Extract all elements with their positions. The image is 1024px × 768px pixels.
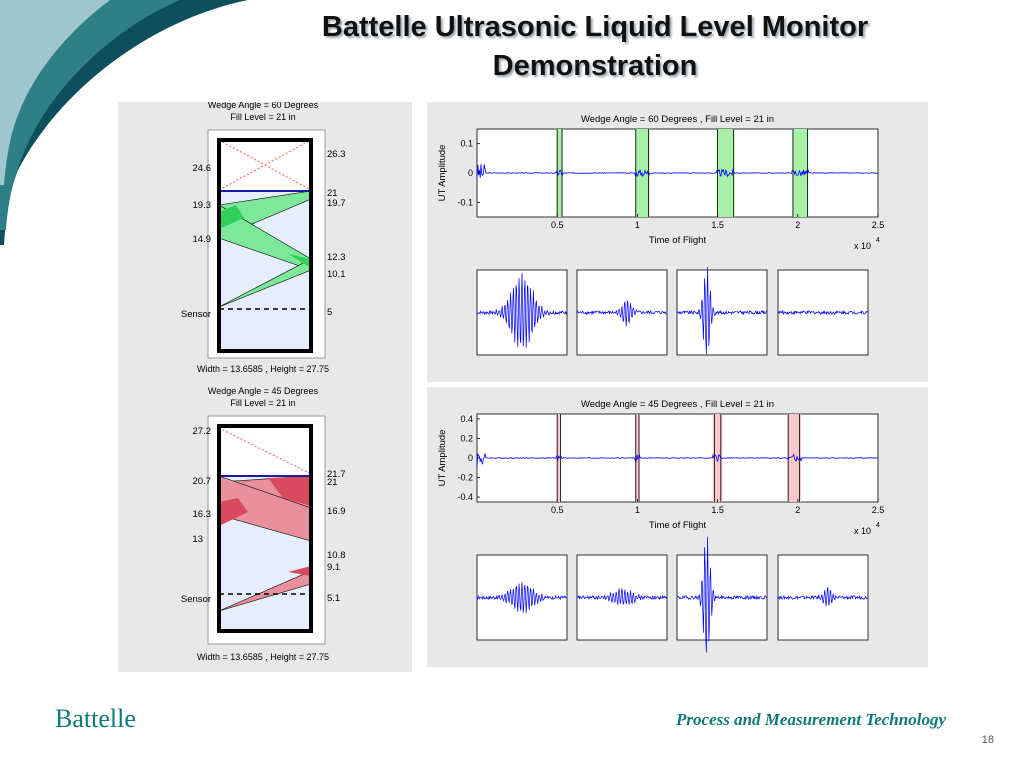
gate-window (556, 414, 562, 502)
left-label: 20.7 (193, 476, 212, 487)
ut-chart-panel-60: 0.5 1 1.5 2 2.5 0.1 0 -0.1 Wedge Angle = 60 Degr… (427, 102, 928, 382)
right-label: 16.9 (327, 506, 346, 517)
y-axis-label: UT Amplitude (437, 430, 448, 487)
x-tick-label: 1 (635, 505, 640, 515)
y-axis-label: UT Amplitude (437, 145, 448, 202)
left-label: 19.3 (193, 200, 212, 211)
y-tick-label: 0.2 (460, 433, 473, 443)
diagram-fill-level: Fill Level = 21 in (230, 398, 295, 408)
x-axis-label: Time of Flight (649, 235, 707, 246)
right-label: 10.1 (327, 269, 346, 280)
x-exponent: 4 (876, 522, 880, 529)
x-multiplier: x 10 (854, 241, 871, 251)
right-label: 26.3 (327, 149, 346, 160)
diagram-footer: Width = 13.6585 , Height = 27.75 (197, 364, 329, 374)
diagram-footer: Width = 13.6585 , Height = 27.75 (197, 652, 329, 662)
x-tick-label: 2 (795, 505, 800, 515)
y-tick-label: -0.4 (457, 492, 473, 502)
ut-amplitude-chart-60: 0.5 1 1.5 2 2.5 0.1 0 -0.1 Wedge Angle = 60 Degr… (437, 114, 885, 356)
x-tick-label: 2.5 (872, 220, 885, 230)
chart-title: Wedge Angle = 45 Degrees , Fill Level = … (581, 399, 774, 410)
x-tick-label: 1.5 (711, 505, 724, 515)
beam-overlap (219, 205, 244, 229)
slide-title-line1: Battelle Ultrasonic Liquid Level Monitor (321, 11, 869, 43)
left-label: 16.3 (193, 509, 212, 520)
right-label: 19.7 (327, 198, 346, 209)
ut-chart-panel-45: 0.5 1 1.5 2 2.5 0.4 0.2 0 -0.2 -0.4 Wedge Angle = … (427, 387, 928, 667)
waveform-trace (476, 582, 568, 613)
waveform-trace (777, 587, 868, 606)
beam-overlap (268, 476, 311, 506)
x-axis-label: Time of Flight (649, 520, 707, 531)
diagram-header: Wedge Angle = 60 Degrees (208, 102, 319, 110)
wedge-diagram-60: Wedge Angle = 60 Degrees Fill Level = 21… (181, 102, 346, 374)
diagram-header: Wedge Angle = 45 Degrees (208, 386, 319, 396)
footer-tagline: Process and Measurement Technology (676, 710, 946, 729)
waveform-trace (476, 272, 568, 348)
y-tick-label: -0.1 (457, 197, 473, 207)
slide-title: Battelle Ultrasonic Liquid Level Monitor… (250, 8, 940, 86)
x-tick-label: 1.5 (711, 220, 724, 230)
waveform-trace (676, 266, 767, 355)
waveform-trace (777, 309, 868, 316)
right-label: 21 (327, 188, 338, 199)
waveform-thumbnail (777, 554, 869, 641)
beam-overlap (288, 566, 311, 576)
page-number: 18 (981, 734, 994, 746)
x-exponent: 4 (876, 237, 880, 244)
right-label: 10.8 (327, 550, 346, 561)
left-label: 14.9 (193, 234, 212, 245)
gate-window (556, 129, 563, 217)
y-tick-label: 0.1 (460, 139, 473, 149)
signal-trace (476, 453, 879, 467)
wedge-diagram-45: Wedge Angle = 45 Degrees Fill Level = 21… (181, 386, 346, 662)
x-tick-label: 0.5 (551, 220, 564, 230)
right-label: 12.3 (327, 252, 346, 263)
right-label: 21 (327, 477, 338, 488)
x-tick-label: 1 (635, 220, 640, 230)
waveform-trace (576, 588, 668, 605)
beam-overlap (288, 254, 311, 268)
left-label: 27.2 (193, 426, 212, 437)
left-label: 13 (192, 534, 203, 545)
beam-overlap (219, 498, 248, 526)
x-tick-label: 2 (795, 220, 800, 230)
right-label: 5 (327, 307, 332, 318)
sensor-label: Sensor (181, 309, 211, 320)
waveform-trace (676, 536, 767, 653)
right-label: 21.7 (327, 469, 346, 480)
right-label: 9.1 (327, 562, 340, 573)
y-tick-label: 0 (468, 168, 473, 178)
diagram-fill-level: Fill Level = 21 in (230, 112, 295, 122)
y-tick-label: 0 (468, 453, 473, 463)
wedge-diagram-panel: Wedge Angle = 60 Degrees Fill Level = 21… (118, 102, 412, 672)
waveform-trace (576, 300, 668, 327)
left-label: 24.6 (193, 163, 212, 174)
slide-title-line2: Demonstration (492, 50, 698, 82)
y-tick-label: -0.2 (457, 473, 473, 483)
x-tick-label: 2.5 (872, 505, 885, 515)
corner-swoosh-graphic (0, 0, 248, 245)
gate-window (712, 414, 723, 502)
chart-title: Wedge Angle = 60 Degrees , Fill Level = … (581, 114, 774, 125)
right-label: 5.1 (327, 593, 340, 604)
ut-amplitude-chart-45: 0.5 1 1.5 2 2.5 0.4 0.2 0 -0.2 -0.4 Wedge Angle = … (437, 399, 885, 653)
sensor-label: Sensor (181, 594, 211, 605)
brand-logo-text: Battelle (55, 704, 136, 733)
x-multiplier: x 10 (854, 526, 871, 536)
x-tick-label: 0.5 (551, 505, 564, 515)
signal-trace (476, 164, 878, 179)
y-tick-label: 0.4 (460, 414, 473, 424)
